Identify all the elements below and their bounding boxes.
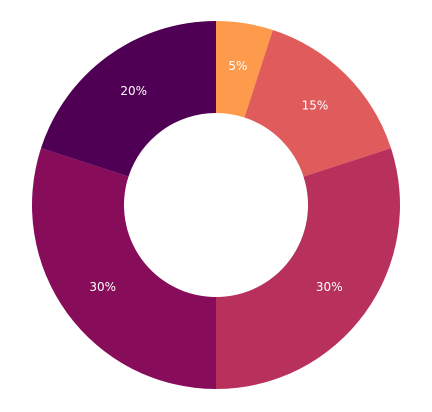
slice-label: 30% xyxy=(316,280,343,294)
slice xyxy=(216,148,400,389)
slice-label: 20% xyxy=(120,84,147,98)
slice-label: 5% xyxy=(228,59,247,73)
slice-label: 15% xyxy=(302,99,329,113)
slice xyxy=(32,148,216,389)
slice-label: 30% xyxy=(89,280,116,294)
slice xyxy=(216,21,273,118)
slice xyxy=(41,21,216,177)
slice xyxy=(244,30,391,177)
